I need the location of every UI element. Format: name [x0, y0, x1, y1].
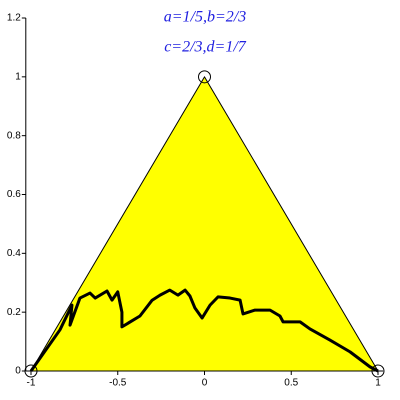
- annotation: c=2/3,d=1/7: [164, 39, 247, 56]
- x-tick-label: -0.5: [109, 378, 127, 389]
- y-tick-label: 0.6: [7, 189, 21, 200]
- y-tick-label: 0.2: [7, 307, 21, 318]
- y-tick-label: 1: [15, 71, 21, 82]
- annotation: a=1/5,b=2/3: [164, 9, 246, 26]
- vertex-marker: [198, 70, 211, 84]
- area: [30, 76, 379, 372]
- x-tick-label: 1: [375, 378, 381, 389]
- x-tick-label: -1: [27, 378, 36, 389]
- x-tick-label: 0: [202, 378, 208, 389]
- y-tick-label: 1.2: [7, 13, 21, 24]
- x-tick-label: 0.5: [284, 378, 298, 389]
- y-tick-label: 0.4: [7, 248, 21, 259]
- y-tick-label: 0: [15, 366, 21, 377]
- curve: [29, 288, 379, 373]
- y-tick-label: 0.8: [7, 130, 21, 141]
